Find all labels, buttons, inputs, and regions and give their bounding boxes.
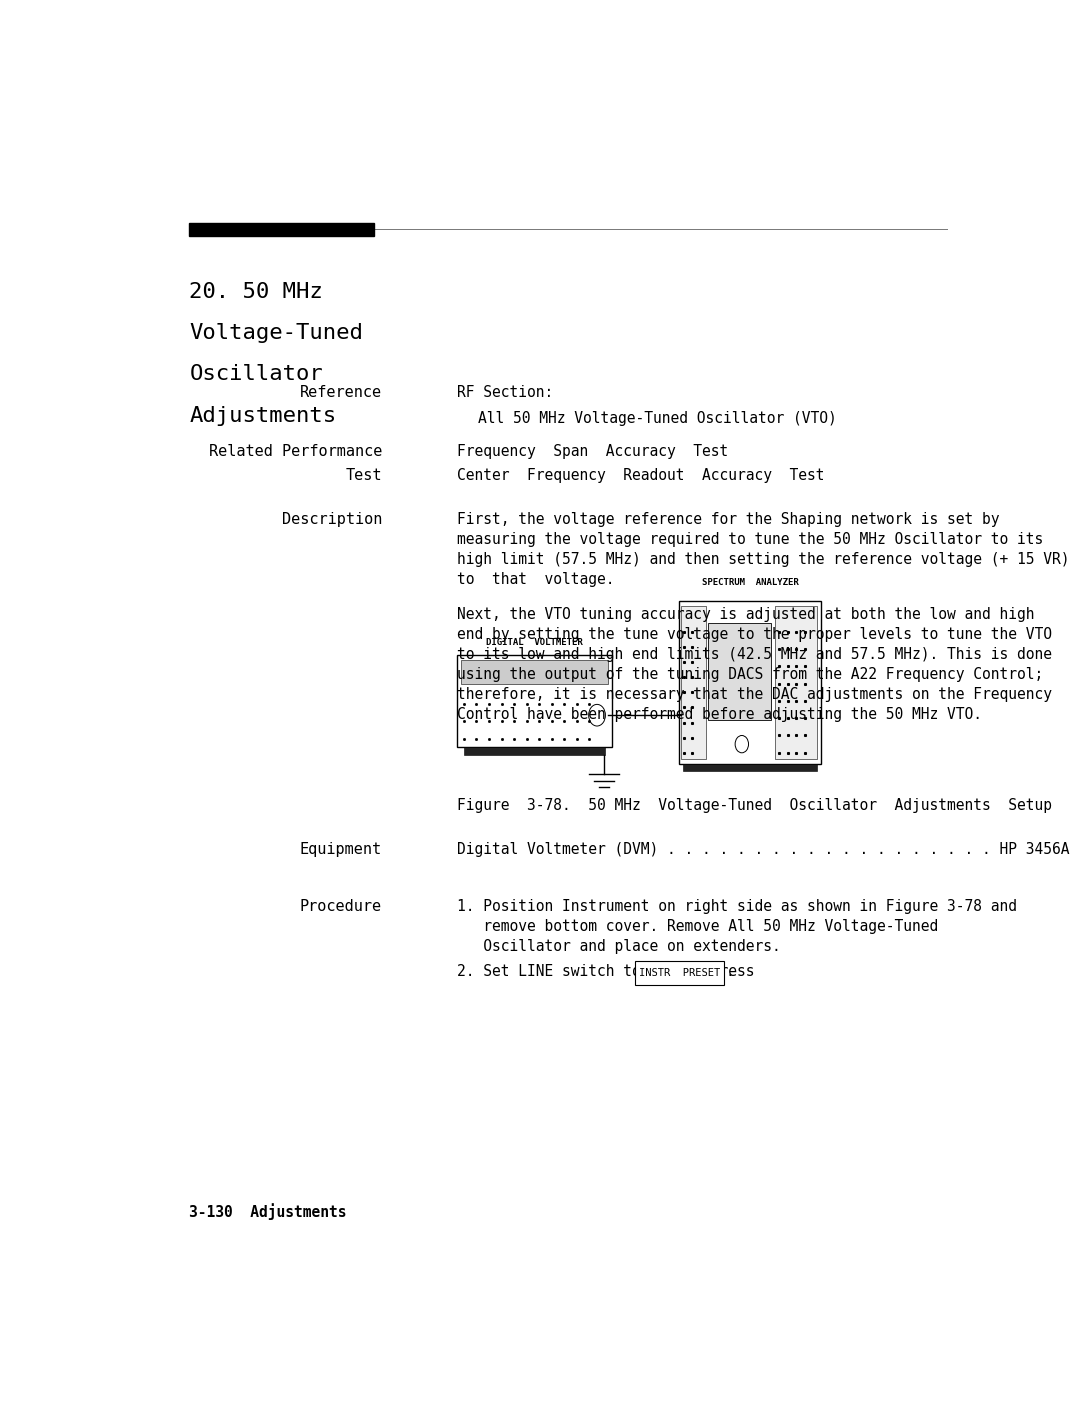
Text: Equipment: Equipment	[300, 842, 382, 857]
FancyBboxPatch shape	[679, 601, 822, 763]
Text: Description: Description	[282, 511, 382, 527]
Text: Voltage-Tuned: Voltage-Tuned	[189, 323, 363, 343]
Text: 20. 50 MHz: 20. 50 MHz	[189, 282, 323, 302]
Text: First, the voltage reference for the Shaping network is set by: First, the voltage reference for the Sha…	[457, 511, 1000, 527]
Text: therefore, it is necessary that the DAC adjustments on the Frequency: therefore, it is necessary that the DAC …	[457, 687, 1052, 702]
Text: remove bottom cover. Remove All 50 MHz Voltage-Tuned: remove bottom cover. Remove All 50 MHz V…	[457, 919, 939, 934]
Text: Oscillator: Oscillator	[189, 364, 323, 385]
Text: DIGITAL  VOLTMETER: DIGITAL VOLTMETER	[486, 638, 583, 646]
FancyBboxPatch shape	[461, 660, 608, 684]
FancyBboxPatch shape	[457, 655, 612, 747]
Text: Next, the VTO tuning accuracy is adjusted at both the low and high: Next, the VTO tuning accuracy is adjuste…	[457, 607, 1035, 622]
FancyBboxPatch shape	[464, 747, 606, 754]
FancyBboxPatch shape	[708, 622, 771, 721]
Text: Oscillator and place on extenders.: Oscillator and place on extenders.	[457, 939, 781, 954]
Text: 3-130  Adjustments: 3-130 Adjustments	[189, 1203, 347, 1220]
Text: All 50 MHz Voltage-Tuned Oscillator (VTO): All 50 MHz Voltage-Tuned Oscillator (VTO…	[478, 410, 837, 426]
FancyBboxPatch shape	[635, 961, 725, 985]
Text: 1. Position Instrument on right side as shown in Figure 3-78 and: 1. Position Instrument on right side as …	[457, 899, 1017, 913]
Text: Frequency  Span  Accuracy  Test: Frequency Span Accuracy Test	[457, 444, 729, 459]
Text: Test: Test	[346, 468, 382, 483]
Text: Related Performance: Related Performance	[208, 444, 382, 459]
Text: Reference: Reference	[300, 385, 382, 400]
Text: RF Section:: RF Section:	[457, 385, 553, 400]
Text: to its low and high end limits (42.5 MHz and 57.5 MHz). This is done: to its low and high end limits (42.5 MHz…	[457, 646, 1052, 662]
FancyBboxPatch shape	[684, 763, 818, 771]
Text: end by setting the tune voltage to the proper levels to tune the VTO: end by setting the tune voltage to the p…	[457, 627, 1052, 642]
Text: .: .	[726, 964, 734, 979]
FancyBboxPatch shape	[189, 222, 374, 236]
FancyBboxPatch shape	[680, 606, 706, 759]
Text: Procedure: Procedure	[300, 899, 382, 913]
Text: to  that  voltage.: to that voltage.	[457, 572, 615, 587]
Text: Adjustments: Adjustments	[189, 406, 337, 426]
Text: using the output of the tuning DACS from the A22 Frequency Control;: using the output of the tuning DACS from…	[457, 667, 1043, 681]
Text: measuring the voltage required to tune the 50 MHz Oscillator to its: measuring the voltage required to tune t…	[457, 531, 1043, 547]
Text: SPECTRUM  ANALYZER: SPECTRUM ANALYZER	[702, 579, 798, 587]
Text: high limit (57.5 MHz) and then setting the reference voltage (+ 15 VR): high limit (57.5 MHz) and then setting t…	[457, 552, 1070, 566]
Text: Digital Voltmeter (DVM) . . . . . . . . . . . . . . . . . . . HP 3456A: Digital Voltmeter (DVM) . . . . . . . . …	[457, 842, 1070, 857]
FancyBboxPatch shape	[775, 606, 818, 759]
Text: Control have been performed before adjusting the 50 MHz VTO.: Control have been performed before adjus…	[457, 707, 982, 722]
Text: INSTR  PRESET: INSTR PRESET	[639, 968, 720, 978]
Text: Center  Frequency  Readout  Accuracy  Test: Center Frequency Readout Accuracy Test	[457, 468, 825, 483]
Text: 2. Set LINE switch to ON and press: 2. Set LINE switch to ON and press	[457, 964, 764, 979]
Text: Figure  3-78.  50 MHz  Voltage-Tuned  Oscillator  Adjustments  Setup: Figure 3-78. 50 MHz Voltage-Tuned Oscill…	[457, 798, 1052, 813]
